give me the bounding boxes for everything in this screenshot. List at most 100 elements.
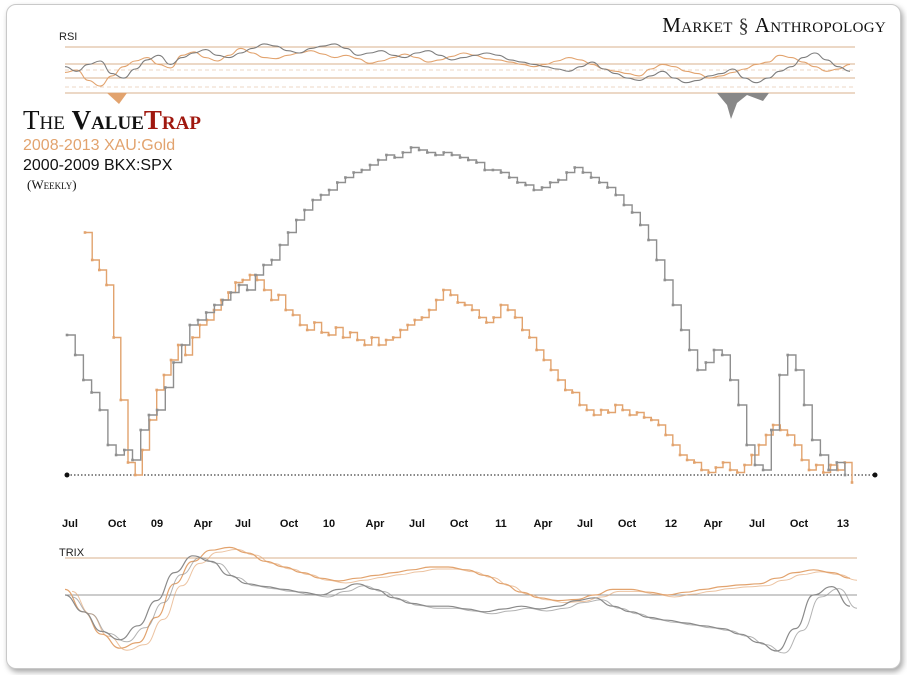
main-series-point [213, 303, 216, 307]
main-series-point [721, 461, 725, 464]
main-series-point [835, 461, 839, 464]
main-series-point [750, 453, 753, 457]
main-series-point [679, 328, 683, 332]
main-series-point [456, 301, 459, 304]
main-series-point [286, 231, 290, 234]
main-series-point [205, 318, 209, 322]
main-series-point [478, 316, 481, 319]
main-series-point [564, 388, 567, 392]
main-series-point [98, 408, 102, 412]
rsi-label: RSI [59, 31, 77, 43]
main-series-point [313, 321, 316, 324]
main-series-point [204, 311, 208, 314]
main-series-point [434, 153, 437, 157]
main-series-point [336, 181, 339, 184]
main-series-point [169, 358, 173, 362]
main-series-point [98, 268, 101, 272]
main-series-point [270, 258, 273, 262]
main-series-point [685, 458, 689, 462]
main-series-point [827, 468, 830, 472]
main-series-point [352, 171, 355, 174]
main-series-point [162, 373, 166, 377]
main-series-point [843, 473, 847, 477]
main-series-point [573, 166, 576, 169]
main-series-point [409, 146, 413, 149]
main-series-point [278, 243, 282, 247]
main-series-point [229, 291, 233, 294]
main-series-point [463, 303, 467, 307]
main-series-point [800, 458, 804, 462]
main-series-point [147, 413, 151, 417]
main-series-point [245, 288, 249, 292]
main-series-point [807, 468, 811, 472]
main-series-point [458, 156, 462, 159]
main-series-point [248, 273, 252, 277]
main-series-point [420, 316, 424, 319]
main-series-point [221, 298, 224, 302]
main-series-point [141, 448, 144, 452]
main-series-point [585, 408, 589, 412]
main-series-point [426, 151, 429, 154]
x-tick-label: 09 [151, 518, 163, 530]
title-value: Value [71, 105, 144, 135]
main-series-point [491, 168, 495, 172]
main-series-point [532, 188, 536, 192]
main-series-point [589, 176, 593, 179]
main-series-point [506, 308, 510, 312]
main-series-point [614, 193, 617, 197]
x-tick-label: Oct [618, 518, 637, 530]
main-series-point [298, 323, 302, 327]
main-series-point [688, 348, 691, 352]
main-series-point [198, 323, 201, 327]
main-series-point [90, 258, 94, 262]
main-series-point [540, 186, 544, 189]
main-series-point [475, 161, 478, 164]
main-series-point [284, 308, 287, 312]
main-series-point [524, 183, 527, 187]
main-series-point [548, 181, 552, 184]
main-series-point [188, 323, 192, 327]
main-series-point [822, 471, 825, 474]
brand-logo: Market § Anthropology [662, 13, 886, 38]
x-tick-label: Jul [62, 518, 78, 530]
main-series-point [341, 336, 345, 339]
main-series-point [720, 353, 724, 357]
main-series-point [483, 168, 486, 172]
main-series-point [778, 373, 781, 377]
main-series-point [745, 443, 748, 447]
main-series-point [693, 461, 696, 464]
trix-series-line [64, 546, 851, 649]
main-series-point [327, 333, 330, 337]
main-series-point [295, 218, 298, 222]
main-series-point [360, 168, 364, 172]
main-series-point [319, 193, 323, 197]
main-series-point [535, 348, 538, 352]
main-series-point [427, 308, 431, 312]
main-series-point [581, 171, 585, 174]
x-tick-label: Oct [108, 518, 127, 530]
main-series-point [599, 408, 603, 412]
main-series-point [737, 403, 740, 407]
main-series-point [413, 318, 416, 322]
main-series-point [770, 428, 773, 432]
main-series-point [700, 468, 703, 472]
main-series-point [607, 411, 610, 414]
main-series-point [184, 353, 187, 357]
main-series-point [311, 198, 314, 202]
main-series-point [327, 188, 331, 192]
main-series-point [664, 433, 667, 437]
main-series-point [391, 336, 395, 339]
main-series-point [368, 163, 372, 167]
main-series-point [255, 278, 259, 282]
main-series-point [753, 463, 757, 467]
main-series-point [810, 438, 814, 442]
main-series-point [729, 378, 732, 382]
x-tick-label: Oct [450, 518, 469, 530]
title-the: The [23, 105, 65, 135]
main-series-point [528, 336, 531, 339]
main-series-point [434, 298, 438, 302]
x-tick-label: Jul [577, 518, 593, 530]
main-series-point [761, 468, 765, 472]
main-series-point [219, 298, 223, 302]
main-series-point [401, 151, 405, 154]
